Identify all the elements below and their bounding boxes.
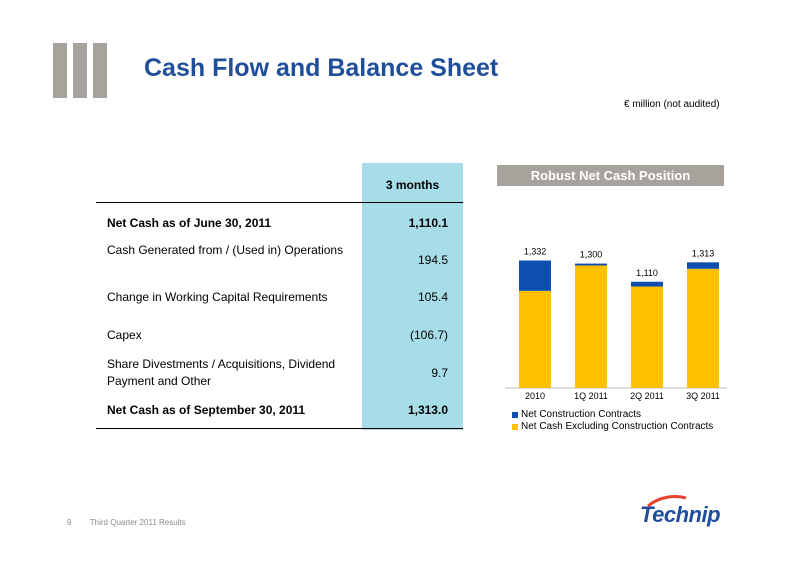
legend-swatch-construction <box>512 412 518 418</box>
category-label-2: 2Q 2011 <box>630 391 664 401</box>
row-value-net-cash-september: 1,313.0 <box>407 403 448 417</box>
technip-logo: Technip <box>640 495 721 536</box>
category-label-1: 1Q 2011 <box>574 391 608 401</box>
row-value-working-capital: 105.4 <box>417 290 448 304</box>
bar-construction-0 <box>519 260 551 291</box>
chart-legend: Net Construction Contracts Net Cash Excl… <box>512 409 713 433</box>
page-number: 9 <box>67 518 72 527</box>
row-label-net-cash-september: Net Cash as of September 30, 2011 <box>107 403 306 417</box>
row-value-capex: (106.7) <box>409 328 448 342</box>
page-title: Cash Flow and Balance Sheet <box>144 54 499 82</box>
row-label-net-cash-june: Net Cash as of June 30, 2011 <box>107 216 272 230</box>
value-column-background <box>362 163 463 430</box>
bar-excluding-1 <box>575 265 607 388</box>
cash-flow-table: 3 months Net Cash as of June 30, 2011 1,… <box>96 163 463 430</box>
bar-excluding-0 <box>519 290 551 388</box>
logo-text: Technip <box>640 502 721 527</box>
table-top-rule <box>96 202 463 203</box>
bar-excluding-2 <box>631 286 663 388</box>
row-value-net-cash-june: 1,110.1 <box>408 216 448 230</box>
legend-swatch-excluding <box>512 424 518 430</box>
legend-label-construction: Net Construction Contracts <box>521 409 642 420</box>
bar-construction-1 <box>575 263 607 266</box>
bar-construction-3 <box>687 262 719 269</box>
net-cash-bar-chart: 1,332 2010 1,300 1Q 2011 1,110 2Q 2011 1,313 3Q… <box>505 247 727 401</box>
row-label-cash-generated: Cash Generated from / (Used in) Operatio… <box>107 243 344 257</box>
bar-excluding-3 <box>687 268 719 388</box>
legend-item-construction: Net Construction Contracts <box>512 409 713 421</box>
category-label-3: 3Q 2011 <box>686 391 720 401</box>
footer: 9 Third Quarter 2011 Results <box>67 518 186 527</box>
total-label-0: 1,332 <box>524 247 547 257</box>
legend-item-excluding: Net Cash Excluding Construction Contract… <box>512 421 713 433</box>
row-label-share-divestments: Share Divestments / Acquisitions, Divide… <box>107 357 336 388</box>
category-label-0: 2010 <box>525 391 545 401</box>
legend-label-excluding: Net Cash Excluding Construction Contract… <box>521 421 714 432</box>
title-decoration <box>53 43 111 98</box>
row-value-share-divestments: 9.7 <box>431 366 448 380</box>
bar-construction-2 <box>631 281 663 287</box>
row-label-working-capital: Change in Working Capital Requirements <box>107 290 328 304</box>
column-header: 3 months <box>385 178 440 192</box>
table-bottom-rule <box>96 428 463 429</box>
chart-title-bar: Robust Net Cash Position <box>497 165 724 186</box>
footer-label: Third Quarter 2011 Results <box>89 518 186 527</box>
total-label-1: 1,300 <box>580 250 603 260</box>
row-label-capex: Capex <box>107 328 142 342</box>
unit-note: € million (not audited) <box>624 99 720 110</box>
total-label-2: 1,110 <box>636 268 658 278</box>
logo-swoosh-icon <box>647 495 687 508</box>
row-value-cash-generated: 194.5 <box>417 253 448 267</box>
total-label-3: 1,313 <box>692 248 715 258</box>
